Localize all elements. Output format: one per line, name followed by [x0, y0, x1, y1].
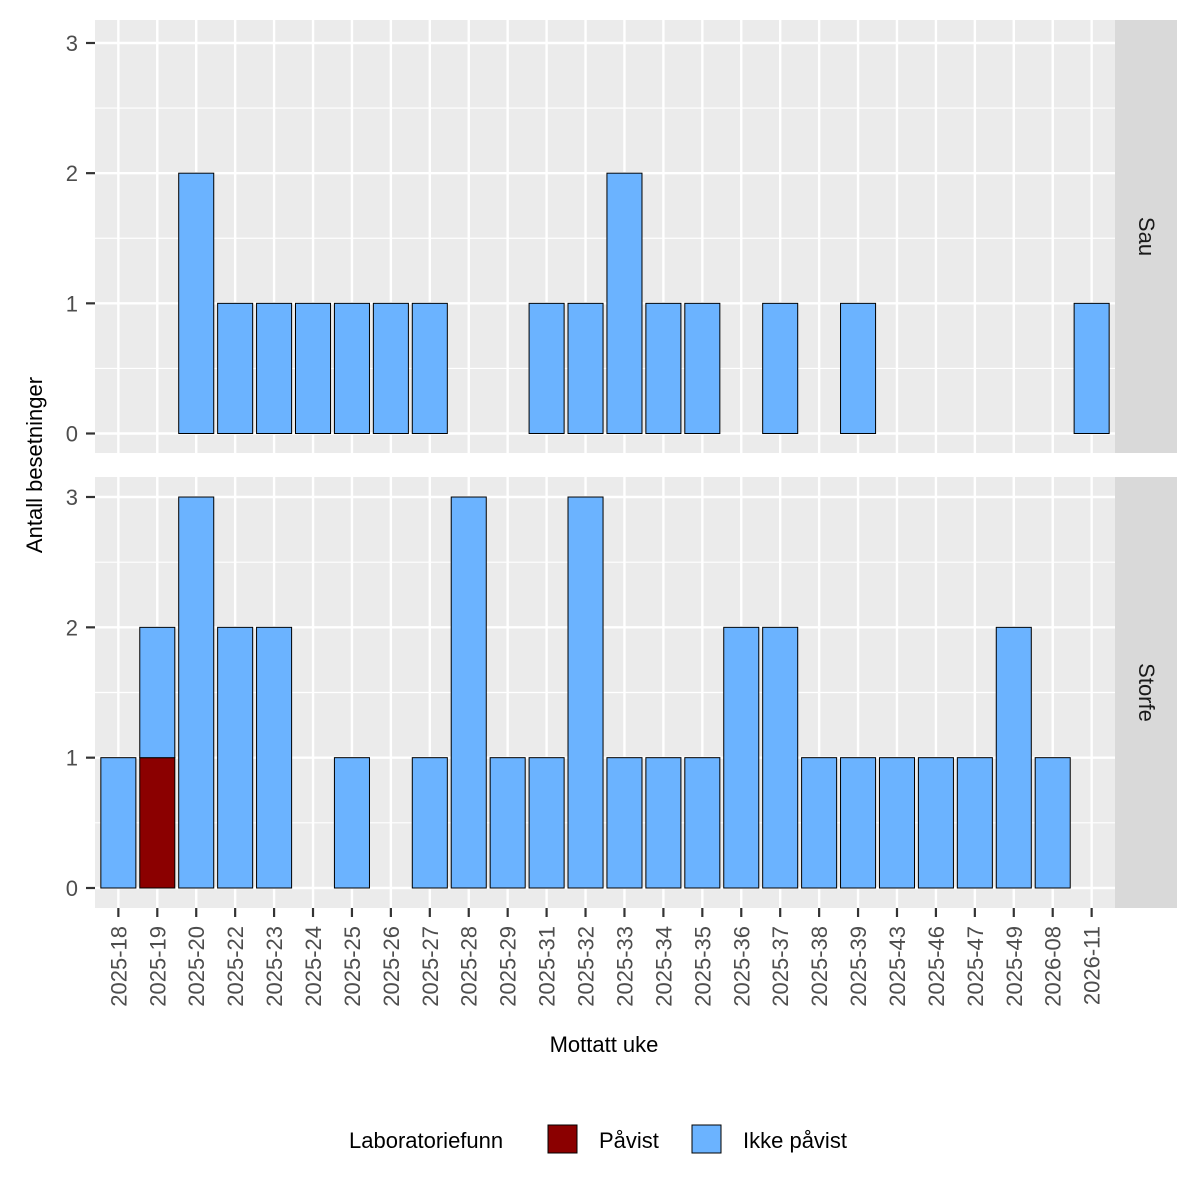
bar-ikke-p-vist: [217, 302, 254, 435]
y-axis-title: Antall besetninger: [22, 377, 47, 553]
x-tick-label: 2025-49: [1002, 926, 1027, 1007]
bar-ikke-p-vist: [606, 757, 643, 889]
legend-title: Laboratoriefunn: [349, 1128, 503, 1153]
x-tick-label: 2025-46: [924, 926, 949, 1007]
bar-ikke-p-vist: [100, 757, 137, 889]
x-tick-label: 2025-37: [768, 926, 793, 1007]
panel-sau: 0 1 2 3 Sau: [66, 20, 1177, 453]
bar-ikke-p-vist: [801, 757, 838, 889]
bar-ikke-p-vist: [178, 496, 215, 889]
bar-ikke-p-vist: [840, 302, 877, 435]
y-tick-label: 3: [66, 31, 78, 56]
x-tick-label: 2025-47: [963, 926, 988, 1007]
bar-ikke-p-vist: [489, 757, 526, 889]
bar-ikke-p-vist: [333, 757, 370, 889]
x-tick-label: 2025-38: [807, 926, 832, 1007]
x-tick-label: 2025-32: [574, 926, 599, 1007]
legend-label-ikke-p-vist: Ikke påvist: [743, 1128, 847, 1153]
y-tick-label: 1: [66, 746, 78, 771]
bar-ikke-p-vist: [411, 302, 448, 435]
bar-ikke-p-vist: [256, 626, 293, 889]
x-tick-label: 2025-33: [612, 926, 637, 1007]
bar-ikke-p-vist: [333, 302, 370, 435]
bar-ikke-p-vist: [1073, 302, 1110, 435]
x-tick-label: 2025-24: [301, 926, 326, 1007]
bar-ikke-p-vist: [995, 626, 1032, 889]
x-tick-label: 2025-25: [340, 926, 365, 1007]
facet-strip: [1115, 477, 1177, 908]
legend: Laboratoriefunn Påvist Ikke påvist: [349, 1124, 847, 1154]
bar-ikke-p-vist: [178, 172, 215, 435]
bar-ikke-p-vist: [645, 757, 682, 889]
x-tick-label: 2025-35: [690, 926, 715, 1007]
bar-ikke-p-vist: [217, 626, 254, 889]
facet-label: Sau: [1134, 217, 1159, 256]
bar-ikke-p-vist: [411, 757, 448, 889]
y-tick-label: 1: [66, 291, 78, 316]
x-tick-label: 2025-28: [457, 926, 482, 1007]
x-tick-label: 2025-29: [496, 926, 521, 1007]
bar-ikke-p-vist: [684, 302, 721, 435]
x-tick-label: 2025-22: [223, 926, 248, 1007]
x-tick-label: 2025-26: [379, 926, 404, 1007]
y-tick-label: 2: [66, 615, 78, 640]
bar-ikke-p-vist: [528, 302, 565, 435]
legend-key-p-vist: [547, 1124, 578, 1154]
bar-ikke-p-vist: [684, 757, 721, 889]
bar-ikke-p-vist: [606, 172, 643, 435]
bar-ikke-p-vist: [723, 626, 760, 889]
bar-ikke-p-vist: [294, 302, 332, 435]
x-tick-label: 2025-39: [846, 926, 871, 1007]
x-tick-label: 2025-43: [885, 926, 910, 1007]
x-tick-label: 2026-08: [1041, 926, 1066, 1007]
x-tick-label: 2025-27: [418, 926, 443, 1007]
legend-label-p-vist: Påvist: [599, 1128, 659, 1153]
y-tick-label: 3: [66, 485, 78, 510]
bar-ikke-p-vist: [762, 626, 799, 889]
panels-layer: 0 1 2 3 Sau 0 1 2 3 Storfe: [66, 20, 1177, 908]
legend-key-ikke-p-vist: [691, 1124, 722, 1154]
bar-ikke-p-vist: [840, 757, 877, 889]
x-tick-label: 2025-36: [729, 926, 754, 1007]
x-tick-label: 2025-18: [106, 926, 131, 1007]
x-axis: 2025-18 2025-19 2025-20 2025-22 2025-23 2025-…: [106, 908, 1105, 1007]
x-tick-label: 2025-34: [651, 926, 676, 1007]
bar-ikke-p-vist: [567, 302, 604, 435]
y-tick-label: 0: [66, 422, 78, 447]
bar-ikke-p-vist: [139, 626, 176, 759]
x-axis-title: Mottatt uke: [550, 1032, 659, 1057]
panel-storfe: 0 1 2 3 Storfe: [66, 477, 1177, 908]
bar-p-vist: [139, 757, 176, 889]
facet-label: Storfe: [1134, 663, 1159, 722]
x-tick-label: 2025-23: [262, 926, 287, 1007]
y-tick-label: 2: [66, 161, 78, 186]
bar-ikke-p-vist: [1034, 757, 1071, 889]
bar-ikke-p-vist: [917, 757, 954, 889]
facet-strip: [1115, 20, 1177, 453]
x-tick-label: 2025-19: [145, 926, 170, 1007]
bar-ikke-p-vist: [645, 302, 682, 435]
x-tick-label: 2025-20: [184, 926, 209, 1007]
bar-ikke-p-vist: [956, 757, 993, 889]
y-tick-label: 0: [66, 876, 78, 901]
bar-ikke-p-vist: [372, 302, 409, 435]
bar-ikke-p-vist: [878, 757, 916, 889]
bar-ikke-p-vist: [762, 302, 799, 435]
x-tick-label: 2025-31: [535, 926, 560, 1007]
x-tick-label: 2026-11: [1080, 926, 1105, 1005]
bar-ikke-p-vist: [528, 757, 565, 889]
bar-ikke-p-vist: [256, 302, 293, 435]
bar-ikke-p-vist: [567, 496, 604, 889]
bar-ikke-p-vist: [450, 496, 487, 889]
